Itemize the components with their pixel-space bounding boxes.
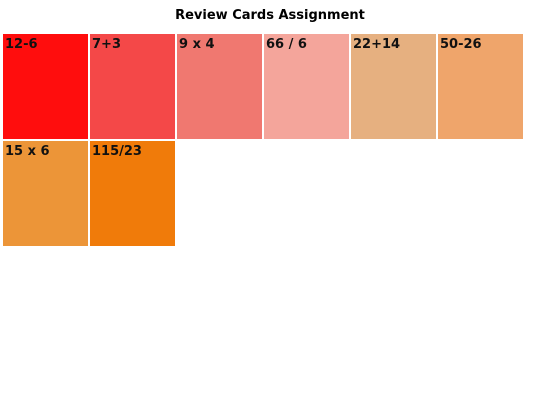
review-card[interactable]: 115/23 bbox=[90, 141, 175, 246]
review-card[interactable]: 7+3 bbox=[90, 34, 175, 139]
page-title: Review Cards Assignment bbox=[175, 8, 365, 23]
review-card[interactable]: 15 x 6 bbox=[3, 141, 88, 246]
review-card[interactable]: 50-26 bbox=[438, 34, 523, 139]
review-card[interactable]: 12-6 bbox=[3, 34, 88, 139]
review-card[interactable]: 22+14 bbox=[351, 34, 436, 139]
review-card[interactable]: 9 x 4 bbox=[177, 34, 262, 139]
review-card[interactable]: 66 / 6 bbox=[264, 34, 349, 139]
